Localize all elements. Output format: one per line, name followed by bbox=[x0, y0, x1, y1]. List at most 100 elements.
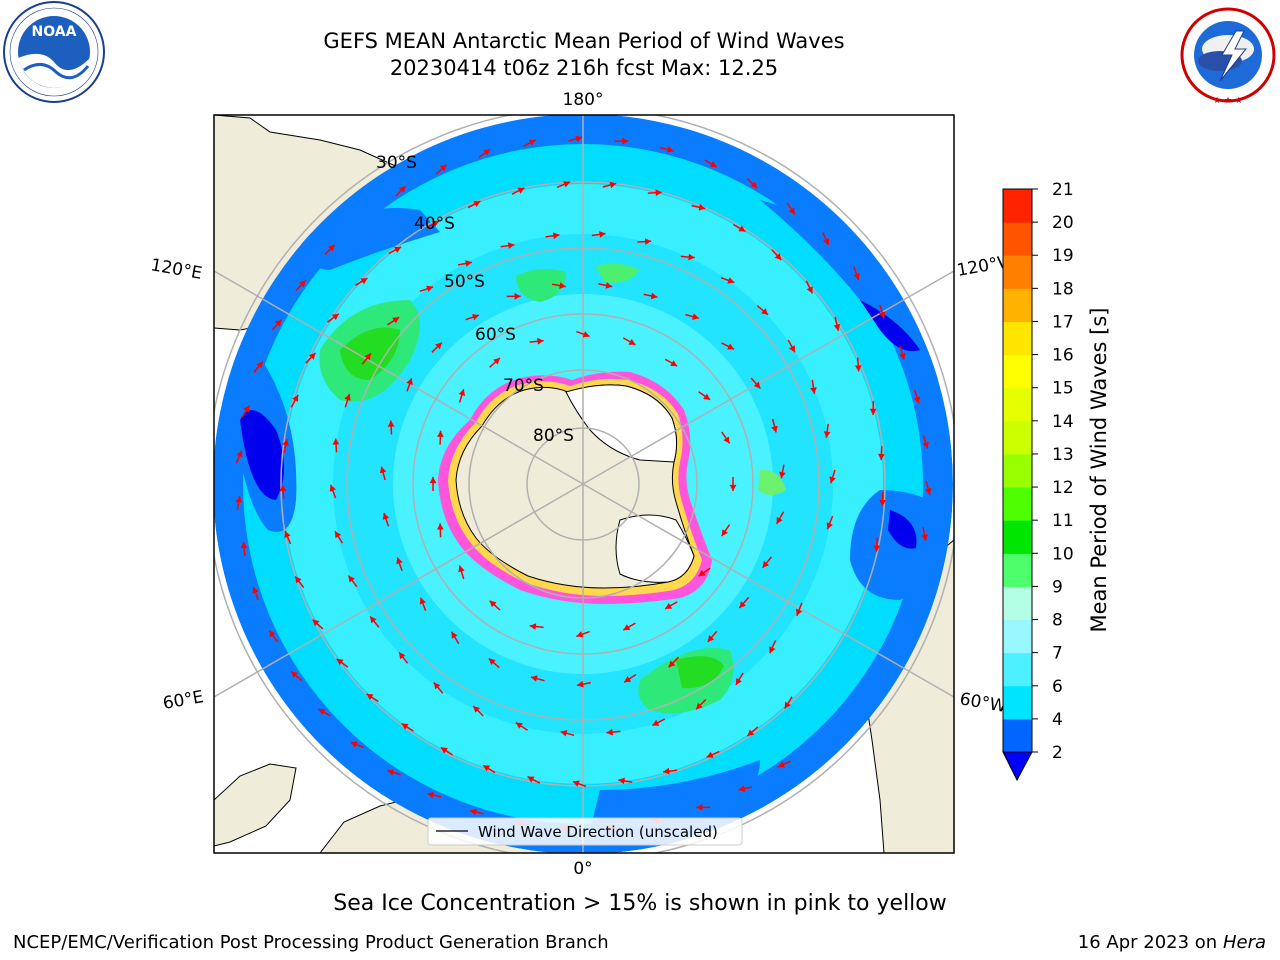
wave-direction-arrow-head bbox=[810, 387, 817, 394]
colorbar-tick-label: 21 bbox=[1052, 180, 1074, 200]
wave-direction-arrow-head bbox=[753, 381, 761, 389]
wave-direction-arrow-head bbox=[236, 450, 243, 458]
wave-direction-arrow-head bbox=[774, 253, 782, 260]
wave-direction-arrow-head bbox=[826, 522, 833, 530]
wave-direction-arrow-head bbox=[623, 624, 631, 631]
colorbar-tick-label: 14 bbox=[1052, 412, 1074, 432]
wave-direction-arrow-head bbox=[696, 702, 703, 710]
colorbar-segment bbox=[1003, 354, 1032, 389]
wave-direction-arrow-head bbox=[776, 516, 783, 524]
lat-label-50s: 50°S bbox=[444, 272, 485, 292]
wave-direction-arrow-head bbox=[328, 244, 335, 252]
wave-direction-arrow-head bbox=[292, 394, 299, 402]
wave-direction-arrow-head bbox=[572, 780, 580, 787]
wave-direction-arrow-head bbox=[899, 352, 906, 360]
footer-credit: NCEP/EMC/Verification Post Processing Pr… bbox=[13, 932, 609, 953]
lat-label-80s: 80°S bbox=[533, 426, 574, 446]
wave-direction-arrow-head bbox=[922, 441, 929, 449]
wave-direction-arrow-head bbox=[396, 557, 403, 565]
wave-direction-arrow-head bbox=[429, 477, 437, 484]
colorbar-label: Mean Period of Wind Waves [s] bbox=[1087, 308, 1111, 633]
wave-direction-arrow-head bbox=[628, 338, 636, 345]
wave-direction-arrow-head bbox=[275, 319, 282, 327]
colorbar-tick-label: 8 bbox=[1052, 611, 1063, 631]
wave-direction-arrow-head bbox=[336, 658, 344, 666]
colorbar-segment bbox=[1003, 652, 1032, 687]
wave-direction-arrow-head bbox=[299, 280, 306, 288]
wave-direction-arrow-head bbox=[709, 161, 717, 167]
colorbar-tick-label: 19 bbox=[1052, 246, 1074, 266]
wave-direction-arrow-head bbox=[387, 420, 395, 427]
wave-direction-arrow-head bbox=[537, 337, 544, 345]
wave-direction-arrow-head bbox=[379, 466, 387, 474]
colorbar-tick-label: 7 bbox=[1052, 644, 1063, 664]
wave-direction-arrow-head bbox=[823, 238, 830, 246]
wave-direction-arrow-head bbox=[517, 187, 525, 194]
wave-direction-arrow-head bbox=[806, 286, 813, 294]
wave-direction-arrow-head bbox=[437, 523, 444, 530]
wave-direction-arrow-head bbox=[344, 393, 351, 401]
colorbar-segment bbox=[1003, 685, 1032, 720]
wave-direction-arrow-head bbox=[576, 631, 584, 638]
wave-direction-arrow-head bbox=[387, 769, 395, 776]
lon-label-180: 180° bbox=[563, 90, 604, 110]
colorbar: 2 4 6 7 8 9 10 11 12 13 14 15 16 17 18 19 20 21 Mean Peri… bbox=[1002, 180, 1111, 782]
wave-direction-arrow-head bbox=[473, 201, 481, 207]
wave-direction-arrow-head bbox=[295, 576, 302, 584]
wave-direction-arrow-head bbox=[696, 804, 703, 811]
wave-direction-arrow-head bbox=[582, 331, 590, 338]
wave-direction-arrow-head bbox=[769, 646, 776, 654]
wave-direction-arrow-head bbox=[878, 453, 885, 461]
wave-direction-arrow-head bbox=[727, 277, 735, 284]
wave-direction-arrow-head bbox=[360, 278, 368, 285]
colorbar-segment bbox=[1003, 520, 1032, 554]
wave-direction-arrow-head bbox=[243, 405, 250, 413]
colorbar-tick-label: 16 bbox=[1052, 346, 1074, 366]
colorbar-tick-label: 6 bbox=[1052, 677, 1063, 697]
wave-direction-arrow-head bbox=[738, 225, 746, 232]
lat-label-30s: 30°S bbox=[376, 153, 417, 173]
noaa-text: NOAA bbox=[32, 24, 77, 40]
wave-direction-arrow-head bbox=[692, 313, 699, 320]
wave-direction-arrow-head bbox=[698, 204, 706, 211]
colorbar-tick-label: 18 bbox=[1052, 279, 1074, 299]
wave-direction-arrow-head bbox=[432, 220, 439, 227]
wave-direction-arrow-head bbox=[528, 139, 536, 146]
wave-direction-arrow-head bbox=[240, 541, 248, 549]
wave-direction-arrow-head bbox=[269, 630, 276, 638]
wave-direction-arrow-head bbox=[655, 189, 662, 196]
wave-direction-arrow-head bbox=[515, 722, 523, 729]
wave-direction-arrow-head bbox=[406, 378, 413, 385]
wave-direction-arrow-head bbox=[527, 776, 535, 783]
wave-direction-arrow-head bbox=[235, 496, 242, 503]
wave-direction-arrow-head bbox=[507, 242, 515, 249]
wave-direction-arrow-head bbox=[282, 439, 289, 446]
wave-direction-arrow-head bbox=[735, 678, 742, 685]
wave-direction-arrow-head bbox=[350, 741, 358, 748]
wave-direction-arrow-head bbox=[921, 534, 928, 541]
colorbar-segment bbox=[1003, 288, 1032, 322]
footer-date: 16 Apr 2023 on Hera bbox=[1078, 932, 1266, 953]
wave-direction-arrow-head bbox=[427, 791, 435, 799]
wave-direction-arrow-head bbox=[433, 682, 441, 690]
wave-direction-arrow-head bbox=[829, 476, 836, 484]
wave-direction-arrow-head bbox=[823, 431, 831, 438]
wave-direction-arrow-head bbox=[869, 408, 877, 415]
lon-label-60w: 60°W bbox=[958, 689, 1008, 717]
wave-direction-arrow-head bbox=[366, 693, 374, 700]
wave-direction-arrow-head bbox=[788, 207, 795, 215]
wave-direction-arrow-head bbox=[312, 619, 320, 627]
wave-direction-arrow-head bbox=[291, 671, 298, 678]
footer-date-text: 16 Apr 2023 on bbox=[1077, 932, 1223, 953]
colorbar-tick-label: 15 bbox=[1052, 379, 1074, 399]
wave-direction-arrow-head bbox=[723, 436, 730, 444]
nws-logo: ★ ★ ★ bbox=[1180, 7, 1276, 106]
wave-direction-arrow-head bbox=[609, 181, 617, 189]
wave-direction-arrow-head bbox=[771, 425, 778, 433]
wave-direction-arrow-head bbox=[451, 631, 458, 639]
wave-direction-arrow-head bbox=[706, 751, 714, 758]
wave-direction-arrow-head bbox=[913, 396, 921, 404]
wave-direction-arrow-head bbox=[364, 353, 371, 361]
wave-direction-arrow-head bbox=[747, 729, 755, 737]
